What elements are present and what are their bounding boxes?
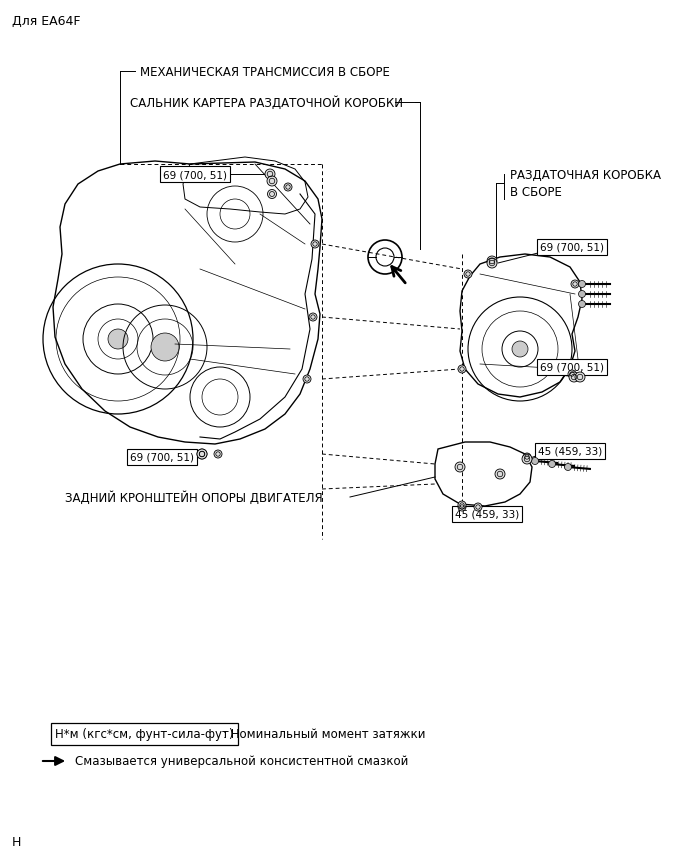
Circle shape [575, 373, 585, 382]
Circle shape [303, 375, 311, 384]
Circle shape [512, 341, 528, 357]
Circle shape [458, 502, 466, 509]
Text: Н*м (кгс*см, фунт-сила-фут): Н*м (кгс*см, фунт-сила-фут) [55, 728, 234, 740]
Text: Для EA64F: Для EA64F [12, 15, 80, 28]
Circle shape [455, 462, 465, 473]
Circle shape [197, 450, 207, 460]
Circle shape [571, 281, 579, 288]
Text: 45 (459, 33): 45 (459, 33) [538, 446, 603, 456]
Circle shape [531, 458, 538, 465]
Text: В СБОРЕ: В СБОРЕ [510, 185, 562, 198]
Circle shape [578, 301, 585, 308]
Circle shape [565, 464, 571, 471]
Text: РАЗДАТОЧНАЯ КОРОБКА: РАЗДАТОЧНАЯ КОРОБКА [510, 168, 661, 182]
Circle shape [265, 170, 275, 180]
Circle shape [578, 291, 585, 299]
Circle shape [108, 329, 128, 350]
Circle shape [549, 461, 556, 468]
Circle shape [487, 258, 497, 269]
Text: МЕХАНИЧЕСКАЯ ТРАНСМИССИЯ В СБОРЕ: МЕХАНИЧЕСКАЯ ТРАНСМИССИЯ В СБОРЕ [140, 66, 390, 78]
Text: : Номинальный момент затяжки: : Номинальный момент затяжки [223, 728, 426, 740]
Circle shape [578, 281, 585, 288]
Circle shape [309, 314, 317, 322]
Circle shape [151, 334, 179, 362]
Circle shape [522, 455, 532, 464]
Circle shape [474, 503, 482, 512]
Circle shape [458, 503, 466, 512]
Circle shape [311, 241, 319, 249]
Text: Н: Н [12, 836, 21, 849]
Circle shape [464, 270, 472, 279]
Circle shape [487, 257, 497, 267]
Circle shape [267, 190, 276, 200]
Text: 69 (700, 51): 69 (700, 51) [130, 452, 194, 462]
Text: САЛЬНИК КАРТЕРА РАЗДАТОЧНОЙ КОРОБКИ: САЛЬНИК КАРТЕРА РАЗДАТОЧНОЙ КОРОБКИ [130, 96, 403, 110]
Text: 45 (459, 33): 45 (459, 33) [455, 509, 519, 519]
Circle shape [214, 450, 222, 458]
Circle shape [495, 469, 505, 479]
Circle shape [523, 454, 531, 461]
Text: 69 (700, 51): 69 (700, 51) [540, 243, 604, 252]
Circle shape [569, 373, 579, 382]
Text: Смазывается универсальной консистентной смазкой: Смазывается универсальной консистентной … [75, 755, 408, 768]
Circle shape [267, 177, 277, 187]
Text: 69 (700, 51): 69 (700, 51) [540, 363, 604, 373]
Text: 69 (700, 51): 69 (700, 51) [163, 170, 227, 180]
Circle shape [284, 183, 292, 192]
Circle shape [458, 366, 466, 374]
Text: ЗАДНИЙ КРОНШТЕЙН ОПОРЫ ДВИГАТЕЛЯ: ЗАДНИЙ КРОНШТЕЙН ОПОРЫ ДВИГАТЕЛЯ [65, 490, 323, 504]
Circle shape [197, 450, 207, 460]
Circle shape [568, 370, 576, 379]
